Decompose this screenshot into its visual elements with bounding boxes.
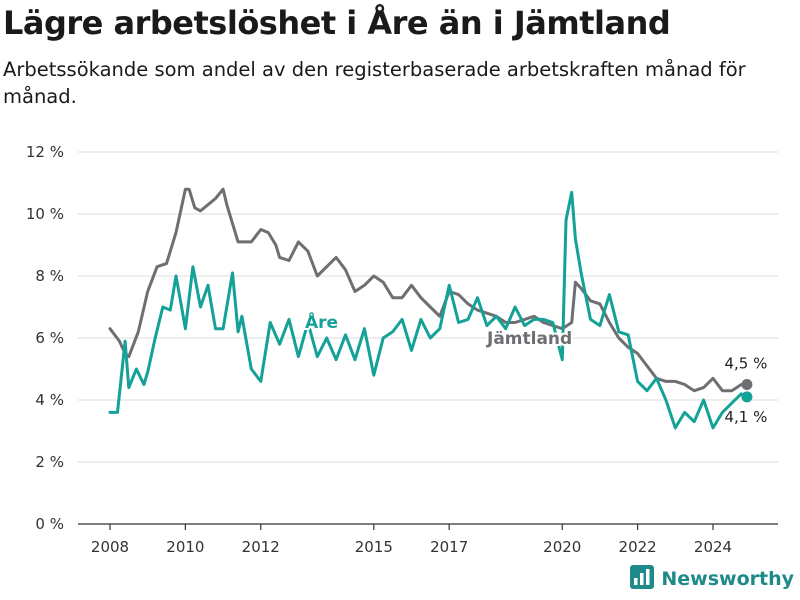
- brand-logo: Newsworthy: [629, 564, 794, 594]
- series-label-jamtland: Jämtland: [486, 329, 572, 349]
- y-tick-label: 0 %: [35, 515, 64, 533]
- end-value-label-are: 4,1 %: [724, 408, 767, 426]
- end-point-jamtland: [741, 379, 753, 390]
- series-label-are: Åre: [305, 310, 338, 333]
- x-tick-label: 2015: [355, 538, 393, 556]
- x-tick-label: 2024: [694, 538, 732, 556]
- y-tick-label: 4 %: [35, 391, 64, 409]
- series-lines: [108, 187, 749, 430]
- y-axis-ticks: 0 % 2 % 4 % 6 % 8 % 10 % 12 %: [26, 143, 64, 533]
- grid-lines: [78, 151, 778, 525]
- x-tick-label: 2012: [242, 538, 280, 556]
- x-tick-label: 2020: [543, 538, 581, 556]
- end-value-label-jamtland: 4,5 %: [724, 355, 767, 373]
- x-tick-label: 2017: [430, 538, 468, 556]
- x-tick-label: 2022: [619, 538, 657, 556]
- annotations: 4,5 % Jämtland 4,1 % Åre: [303, 308, 767, 426]
- y-tick-label: 8 %: [35, 267, 64, 285]
- series-line-jamtland: [108, 187, 749, 393]
- series-line-are: [108, 190, 749, 430]
- chart-subtitle: Arbetssökande som andel av den registerb…: [3, 58, 746, 108]
- y-tick-label: 6 %: [35, 329, 64, 347]
- y-tick-label: 10 %: [26, 205, 64, 223]
- chart-title: Lägre arbetslöshet i Åre än i Jämtland: [3, 4, 671, 42]
- brand-name: Newsworthy: [661, 568, 794, 590]
- end-point-are: [741, 391, 753, 403]
- bar-chart-logo-icon: [629, 564, 655, 594]
- x-axis: 2008 2010 2012 2015 2017 2020 2022 2024: [78, 523, 778, 556]
- y-tick-label: 12 %: [26, 143, 64, 161]
- x-tick-label: 2008: [91, 538, 129, 556]
- y-tick-label: 2 %: [35, 453, 64, 471]
- x-tick-label: 2010: [166, 538, 204, 556]
